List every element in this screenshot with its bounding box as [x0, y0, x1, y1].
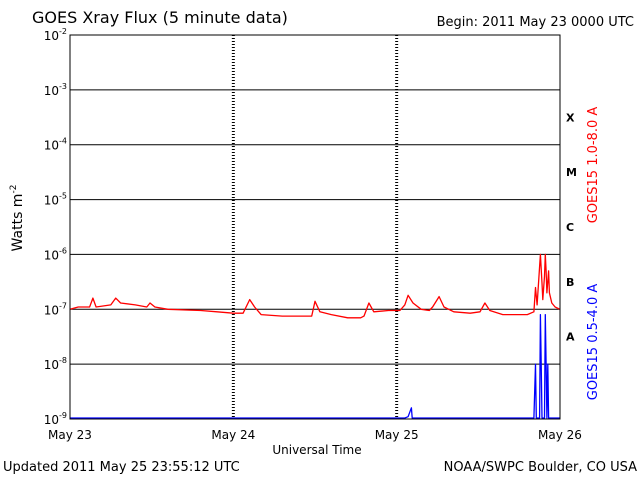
flare-class-label: B: [566, 276, 574, 289]
legend-long-channel: GOES15 1.0-8.0 A: [586, 107, 601, 224]
begin-time-label: Begin: 2011 May 23 0000 UTC: [436, 15, 634, 30]
y-tick-base: 10: [44, 358, 59, 372]
y-tick-label: 10-8: [44, 356, 67, 372]
x-axis-label: Universal Time: [272, 443, 361, 457]
y-tick-exponent: -9: [59, 411, 67, 420]
x-tick-label: May 25: [375, 428, 419, 442]
x-tick-label: May 24: [211, 428, 255, 442]
flare-class-label: M: [566, 166, 577, 179]
y-tick-base: 10: [44, 84, 59, 98]
x-tick-labels: May 23 May 24 May 25 May 26: [48, 428, 582, 442]
y-tick-exponent: -5: [59, 192, 67, 201]
y-tick-label: 10-6: [44, 246, 67, 262]
long-channel-line: [69, 253, 561, 319]
y-tick-base: 10: [44, 248, 59, 262]
y-tick-exponent: -8: [59, 356, 67, 365]
y-tick-label: 10-4: [44, 137, 67, 153]
y-tick-exponent: -3: [59, 82, 67, 91]
y-tick-label: 10-7: [44, 301, 67, 317]
x-tick-label: May 26: [538, 428, 582, 442]
y-tick-label: 10-2: [44, 27, 67, 43]
y-tick-labels: 10-210-310-410-510-610-710-810-9: [44, 27, 67, 427]
flare-class-label: A: [566, 331, 575, 344]
flare-class-label: X: [566, 111, 575, 124]
y-tick-exponent: -2: [59, 27, 67, 36]
credit-label: NOAA/SWPC Boulder, CO USA: [443, 460, 637, 475]
y-tick-base: 10: [44, 29, 59, 43]
updated-timestamp: Updated 2011 May 25 23:55:12 UTC: [3, 460, 240, 475]
flare-class-labels: X M C B A: [566, 111, 577, 343]
y-tick-label: 10-3: [44, 82, 67, 98]
chart-title: GOES Xray Flux (5 minute data): [32, 8, 288, 27]
y-axis-label-superscript: -2: [9, 185, 19, 194]
legend-short-channel: GOES15 0.5-4.0 A: [586, 284, 601, 401]
y-axis-label: Watts m-2: [9, 185, 26, 252]
day-divider-lines: [231, 35, 399, 419]
x-tick-label: May 23: [48, 428, 92, 442]
data-series: [69, 253, 561, 419]
y-tick-base: 10: [44, 413, 59, 427]
y-tick-exponent: -4: [59, 137, 67, 146]
y-tick-base: 10: [44, 194, 59, 208]
y-tick-base: 10: [44, 303, 59, 317]
grid-lines: [70, 89, 560, 420]
y-tick-label: 10-9: [44, 411, 67, 427]
y-tick-exponent: -6: [59, 246, 67, 255]
y-tick-label: 10-5: [44, 192, 67, 208]
y-tick-exponent: -7: [59, 301, 67, 310]
y-tick-base: 10: [44, 139, 59, 153]
short-channel-line: [70, 313, 560, 419]
y-axis-label-text: Watts m: [10, 194, 26, 252]
flare-class-label: C: [566, 221, 574, 234]
plot-frame: [69, 34, 561, 420]
